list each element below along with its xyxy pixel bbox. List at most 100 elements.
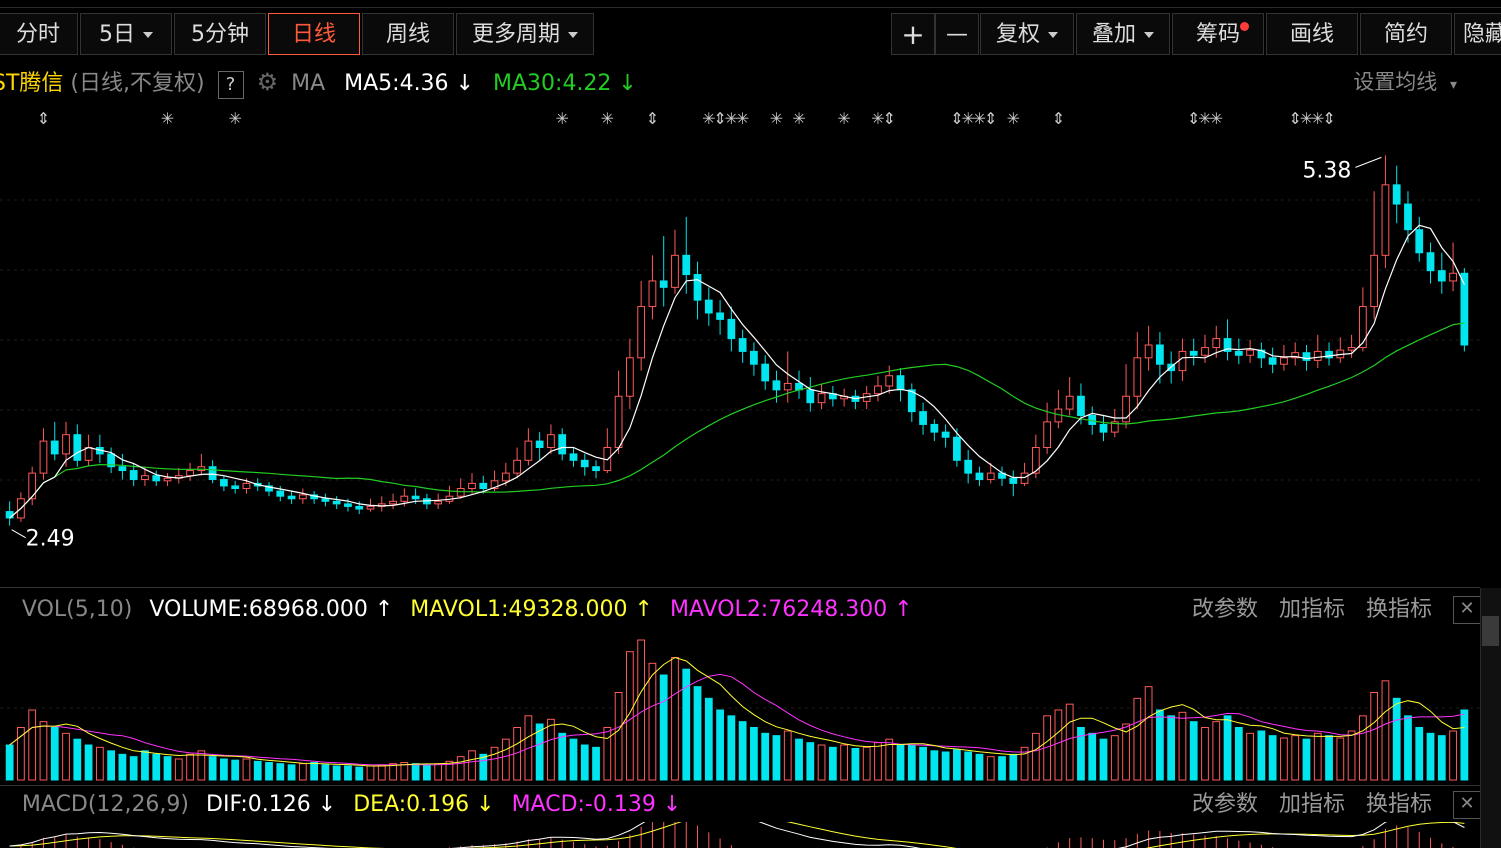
candle-body (265, 485, 273, 492)
tab-weekly-label: 周线 (385, 22, 430, 47)
draw-line-button[interactable]: 画线 (1266, 13, 1358, 55)
candle-body (817, 393, 826, 404)
help-button[interactable]: ? (217, 71, 244, 99)
candle-body (1347, 347, 1356, 351)
event-marker-icon: ✳ (1300, 109, 1313, 128)
event-marker-icon: ✳ (556, 109, 569, 128)
tab-more-periods[interactable]: 更多周期 (456, 13, 594, 55)
volume-bar (197, 750, 206, 781)
tab-5min[interactable]: 5分钟 (174, 13, 266, 55)
candle-body (434, 500, 443, 505)
volume-bar (1426, 732, 1435, 781)
volume-bar (1133, 697, 1142, 781)
candle-body (1156, 344, 1164, 365)
ma-settings-dropdown[interactable]: 设置均线 ▾ (1353, 66, 1457, 101)
side-scrollbar[interactable] (1480, 588, 1501, 848)
scrollbar-thumb[interactable] (1482, 616, 1499, 646)
chevron-down-icon (1144, 32, 1154, 38)
candle-body (141, 475, 149, 481)
candle-body (682, 254, 691, 276)
event-marker-icon: ✳ (837, 109, 850, 128)
volume-bar (1110, 735, 1119, 781)
add-indicator-button[interactable]: 加指标 (1278, 597, 1345, 622)
overlay-button[interactable]: 叠加 (1076, 13, 1170, 55)
event-marker-icon: ✳ (1210, 109, 1223, 128)
change-params-button[interactable]: 改参数 (1191, 792, 1258, 817)
volume-bar (1257, 730, 1266, 781)
tab-weekly[interactable]: 周线 (362, 13, 454, 55)
volume-chart[interactable] (0, 628, 1480, 784)
volume-bar (1291, 735, 1300, 781)
swap-indicator-button[interactable]: 换指标 (1365, 597, 1432, 622)
hide-button[interactable]: 隐藏 (1454, 13, 1501, 55)
zoom-in-button[interactable]: + (891, 13, 935, 55)
event-marker-icon: ⇕ (950, 109, 963, 128)
volume-bar (637, 639, 646, 781)
volume-bar (704, 697, 713, 781)
candle-body (738, 338, 747, 352)
simple-mode-button[interactable]: 简约 (1360, 13, 1452, 55)
high-pointer-line (1355, 156, 1382, 168)
swap-indicator-button[interactable]: 换指标 (1365, 792, 1432, 817)
event-marker-icon: ✳ (702, 109, 715, 128)
volume-bar (671, 657, 679, 781)
candle-body (1099, 423, 1108, 433)
volume-bar (1223, 715, 1232, 781)
volume-bar (1167, 715, 1176, 781)
volume-bar (5, 744, 14, 781)
ma30-value: MA30:4.22 (493, 71, 612, 96)
candle-body (806, 389, 815, 404)
gear-icon[interactable]: ⚙ (256, 68, 279, 96)
tab-intraday[interactable]: 分时 (0, 13, 78, 55)
zoom-out-button[interactable]: — (935, 13, 979, 55)
candle-body (1325, 350, 1333, 359)
adjust-button[interactable]: 复权 (980, 13, 1074, 55)
volume-bar (851, 748, 860, 781)
macd-chart[interactable] (0, 822, 1480, 848)
candle-body (896, 375, 905, 391)
candle-body (907, 389, 916, 413)
candle-body (479, 482, 488, 489)
panel-divider (0, 785, 1480, 786)
volume-bar (795, 738, 803, 781)
volume-bar (580, 744, 589, 781)
volume-bar (953, 749, 961, 781)
tab-5day[interactable]: 5日 (80, 13, 172, 55)
notification-dot-icon (1240, 22, 1249, 31)
candle-body (152, 475, 161, 482)
panel-prefix-icon: ▏ (0, 792, 15, 817)
close-icon[interactable]: ✕ (1453, 791, 1481, 819)
event-marker-icon: ⇕ (646, 109, 659, 128)
stock-name[interactable]: ST腾信 (0, 71, 64, 96)
macd-panel-header: ▏ MACD(12,26,9) DIF:0.126 ↓ DEA:0.196 ↓ … (0, 787, 681, 823)
candle-body (637, 306, 646, 359)
event-marker-icon: ⇕ (1052, 109, 1065, 128)
candle-body (761, 363, 770, 382)
candle-body (1437, 270, 1446, 282)
change-params-button[interactable]: 改参数 (1191, 597, 1258, 622)
add-indicator-button[interactable]: 加指标 (1278, 792, 1345, 817)
candle-body (727, 318, 736, 340)
price-chart[interactable]: ⇕ ✳ ✳ ✳ ✳ ⇕ ✳⇕✳✳ ✳ ✳ ✳ ✳⇕ ⇕✳✳⇕ ✳ ⇕ ⇕✳✳ ⇕✳✳⇕5.382.49 (0, 100, 1480, 588)
ma-label: MA (291, 71, 326, 96)
candle-body (490, 480, 499, 489)
volume-value: VOLUME:68968.000 (149, 597, 368, 622)
event-marker-icon: ✳ (871, 109, 884, 128)
volume-bar (152, 753, 161, 781)
event-marker-icon: ✳ (601, 109, 614, 128)
volume-bar (1246, 732, 1254, 781)
price-panel-header: ST腾信 (日线,不复权) ? ⚙ MA MA5:4.36 ↓ MA30:4.2… (0, 64, 637, 100)
candle-body (355, 505, 364, 510)
candle-body (208, 466, 217, 481)
candle-body (772, 380, 781, 391)
chips-button[interactable]: 筹码 (1172, 13, 1264, 55)
volume-bar (400, 762, 409, 781)
chevron-down-icon (1048, 32, 1058, 38)
close-icon[interactable]: ✕ (1453, 596, 1481, 624)
candle-body (704, 299, 713, 314)
volume-bar (1009, 753, 1018, 781)
tab-daily[interactable]: 日线 (268, 13, 360, 55)
candle-body (874, 385, 882, 395)
volume-bar (693, 686, 702, 781)
volume-bar (1449, 730, 1457, 781)
